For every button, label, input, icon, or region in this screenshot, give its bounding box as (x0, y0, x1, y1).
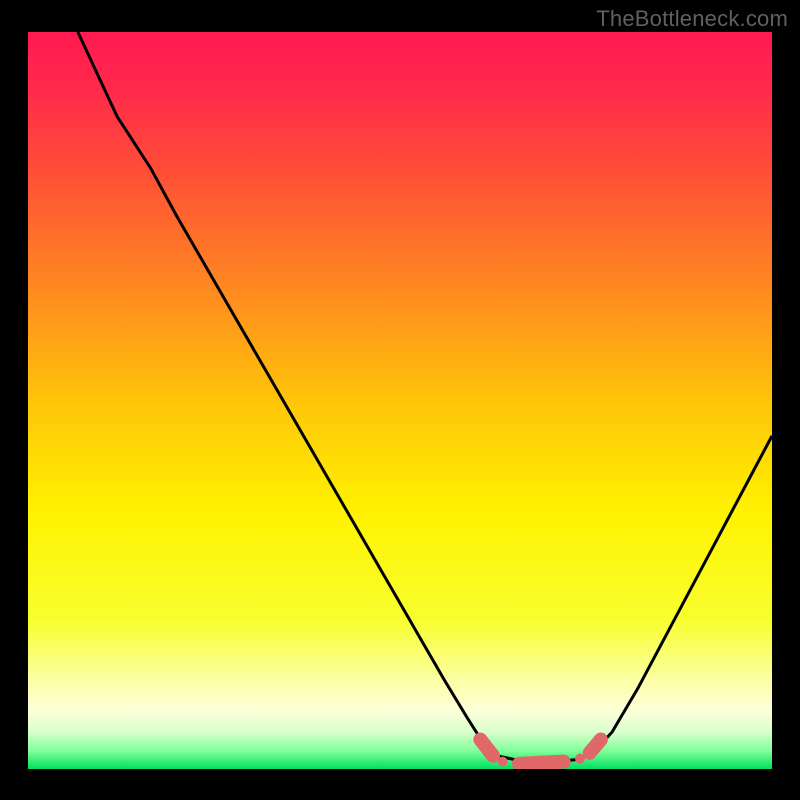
highlight-segment (480, 740, 493, 756)
highlight-segment (590, 740, 601, 753)
highlight-segment (519, 762, 564, 764)
highlight-dot (575, 754, 585, 764)
highlight-dot (498, 757, 508, 767)
bottleneck-chart (0, 0, 800, 800)
attribution-text: TheBottleneck.com (596, 6, 788, 32)
gradient-background (28, 32, 772, 769)
chart-container: TheBottleneck.com (0, 0, 800, 800)
